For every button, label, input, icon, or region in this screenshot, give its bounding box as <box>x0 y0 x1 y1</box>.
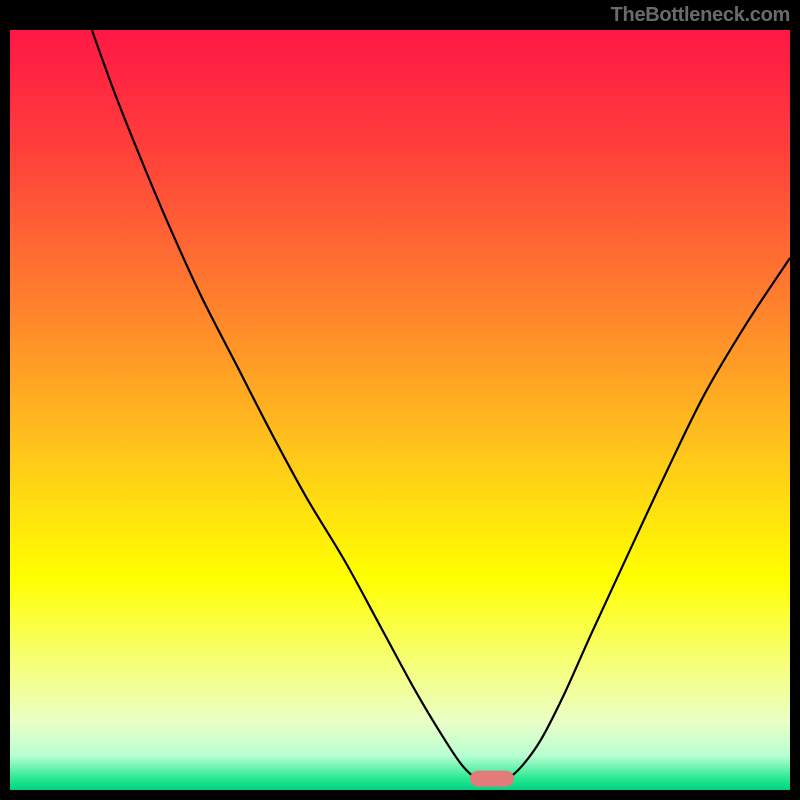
optimal-marker <box>470 771 514 787</box>
attribution-label: TheBottleneck.com <box>611 4 790 27</box>
gradient-plot-area <box>10 30 790 790</box>
bottleneck-chart <box>0 0 800 800</box>
